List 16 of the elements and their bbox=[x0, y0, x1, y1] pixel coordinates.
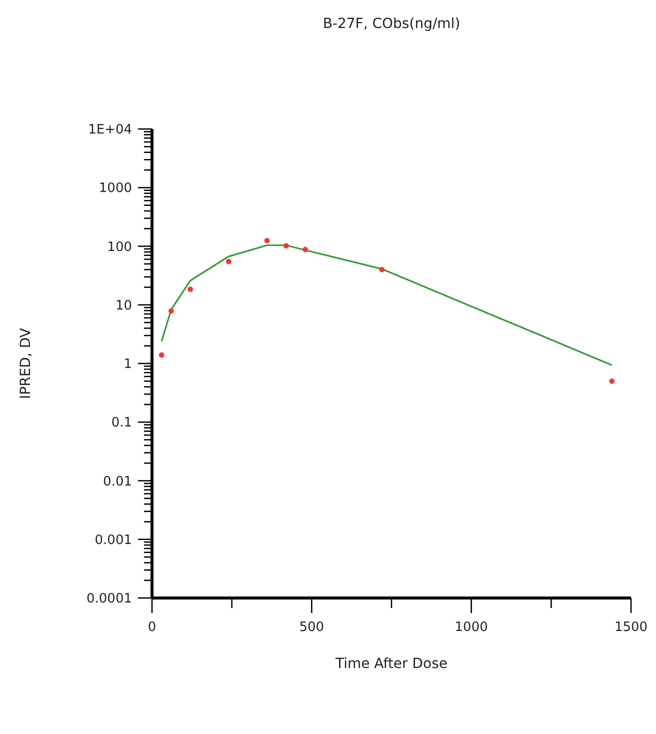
x-tick-label: 0 bbox=[148, 620, 156, 635]
y-tick-label: 0.01 bbox=[103, 474, 132, 490]
y-tick-label: 100 bbox=[107, 240, 132, 255]
y-axis-title: IPRED, DV bbox=[18, 328, 34, 399]
x-tick-label: 1500 bbox=[614, 620, 648, 635]
x-tick-label: 500 bbox=[299, 620, 324, 635]
y-tick-label: 1000 bbox=[98, 181, 132, 196]
x-axis-title: Time After Dose bbox=[334, 656, 448, 672]
y-tick-label: 0.1 bbox=[111, 416, 132, 431]
y-tick-label: 0.0001 bbox=[86, 592, 132, 607]
y-tick-label: 1E+04 bbox=[88, 122, 132, 138]
y-tick-label: 10 bbox=[115, 298, 132, 314]
y-tick-label: 0.001 bbox=[94, 532, 132, 548]
x-tick-label: 1000 bbox=[454, 620, 488, 635]
chart-title: B-27F, CObs(ng/ml) bbox=[322, 16, 460, 32]
y-tick-label: 1 bbox=[124, 357, 132, 372]
